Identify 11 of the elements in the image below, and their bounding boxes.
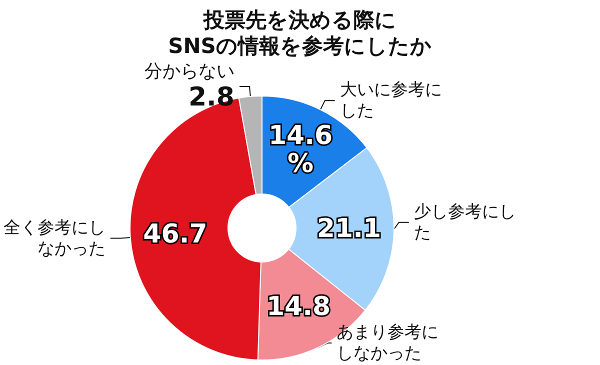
data-label: 2.8 [188, 82, 235, 113]
data-label: 14.6 % [268, 120, 333, 179]
data-label: 21.1 [316, 214, 382, 244]
slice-label: 大いに参考にした [340, 80, 442, 122]
slice-label: 分からない [144, 61, 235, 82]
slice-label: あまり参考にしなかった [336, 322, 439, 364]
chart-title: 投票先を決める際に SNSの情報を参考にしたか [168, 8, 432, 58]
slice-label: 少し参考にした [414, 202, 516, 243]
data-label: 46.7 [143, 219, 208, 250]
data-label: 14.8 [266, 292, 331, 322]
slice-label: 全く参考にしなかった [3, 218, 106, 259]
